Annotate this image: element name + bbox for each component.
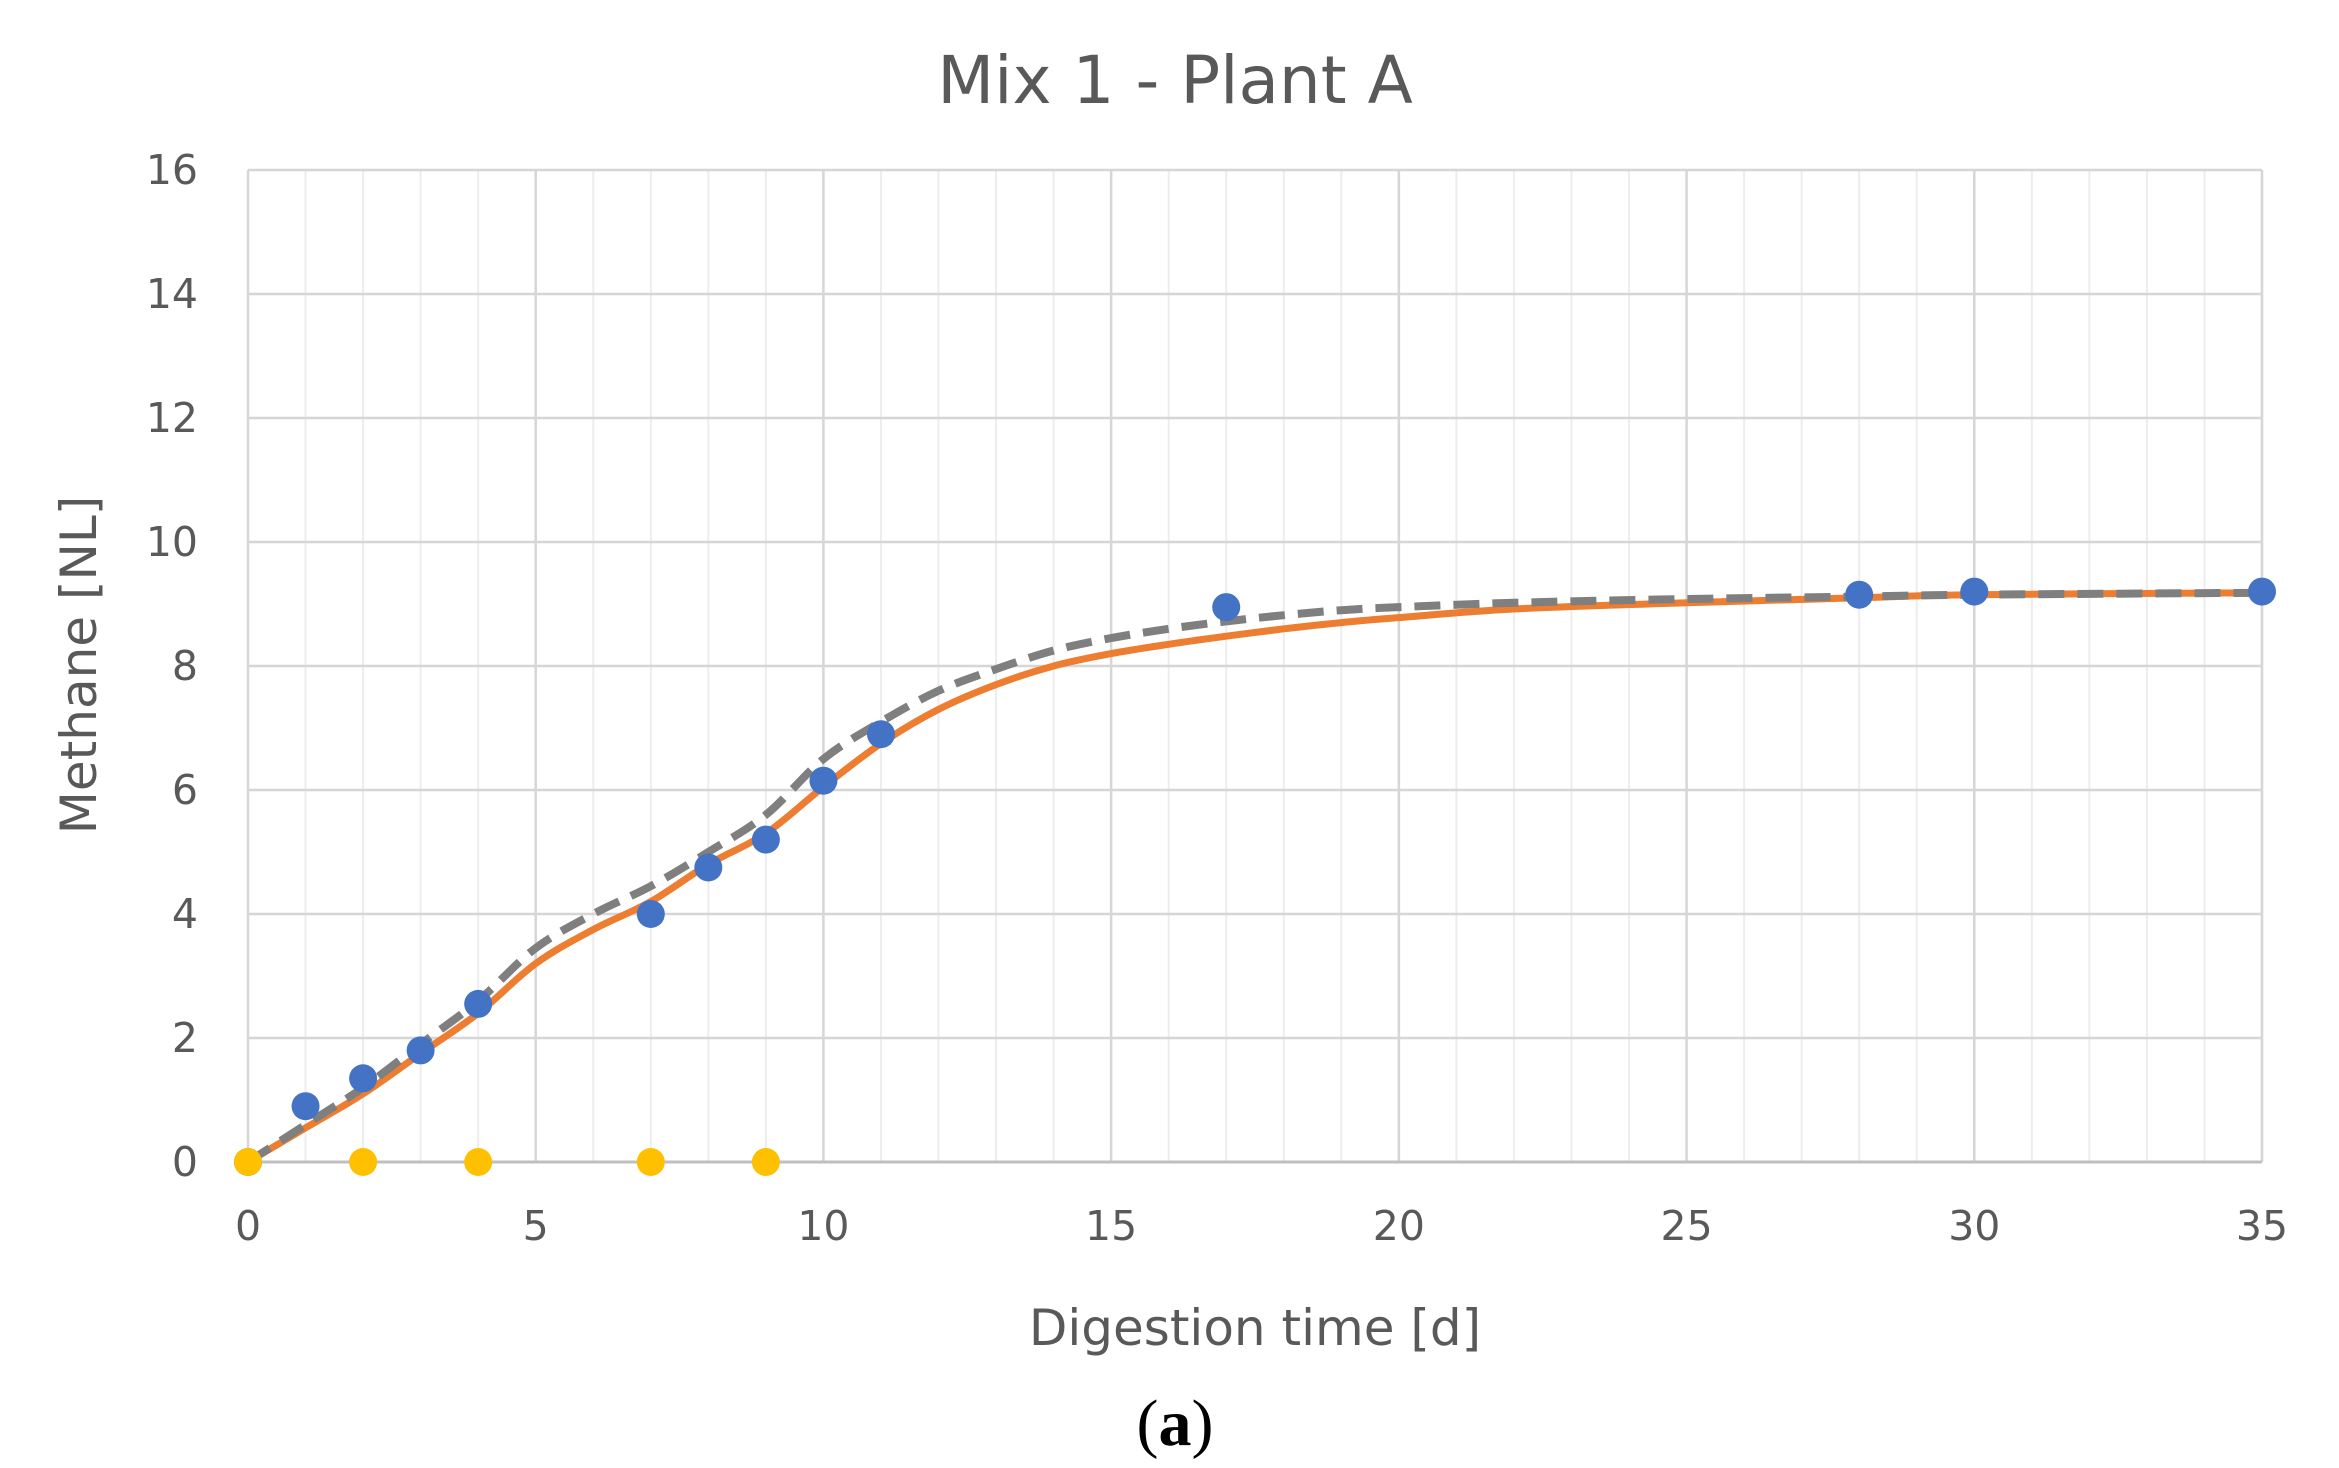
y-tick-label: 12 (146, 394, 198, 442)
series-point-measured (2248, 577, 2276, 606)
panel-label-open: ( (1137, 1387, 1159, 1460)
panel-label-close: ) (1192, 1387, 1214, 1460)
y-axis-title: Methane [NL] (50, 496, 108, 834)
series-point-measured (406, 1036, 435, 1065)
y-tick-label: 4 (172, 890, 198, 938)
series-point-measured (1212, 593, 1241, 622)
series-line-solid (246, 589, 2263, 1166)
y-tick-label: 6 (172, 766, 198, 814)
y-tick-label: 10 (146, 518, 198, 566)
series-point-measured (751, 825, 780, 854)
x-tick-label: 10 (797, 1202, 849, 1250)
series-point-zero (464, 1148, 493, 1176)
y-tick-label: 2 (172, 1014, 198, 1062)
x-tick-label: 15 (1085, 1202, 1137, 1250)
y-tick-label: 16 (146, 146, 198, 194)
series-point-measured (636, 900, 665, 928)
marker-layer (234, 577, 2276, 1176)
grid-layer (246, 168, 2264, 1164)
series-point-measured (694, 853, 723, 882)
label-layer: 0 5 10 15 20 25 30 35 0 2 4 6 8 10 12 14 16 (146, 146, 2288, 1250)
chart-title: Mix 1 - Plant A (937, 42, 1413, 119)
series-point-measured (866, 720, 895, 749)
x-tick-label: 30 (1948, 1202, 2000, 1250)
y-tick-label: 0 (172, 1138, 198, 1186)
panel-label: (a) (1137, 1387, 1214, 1460)
line-layer (245, 588, 2263, 1166)
y-tick-label: 8 (172, 642, 198, 690)
series-point-measured (291, 1092, 320, 1121)
x-tick-label: 35 (2236, 1202, 2288, 1250)
x-tick-label: 25 (1660, 1202, 1712, 1250)
series-line-dashed (245, 588, 2263, 1166)
series-point-zero (234, 1148, 262, 1176)
series-point-zero (751, 1148, 780, 1176)
x-tick-label: 20 (1373, 1202, 1425, 1250)
x-tick-label: 0 (235, 1202, 261, 1250)
panel-label-letter: a (1159, 1387, 1192, 1460)
series-point-zero (349, 1148, 378, 1176)
series-point-measured (1960, 577, 1989, 606)
series-point-measured (809, 766, 838, 795)
x-axis-title: Digestion time [d] (1029, 1299, 1481, 1357)
series-point-measured (349, 1064, 378, 1093)
series-point-zero (636, 1148, 665, 1176)
series-point-measured (1845, 580, 1874, 609)
x-tick-label: 5 (523, 1202, 549, 1250)
y-tick-label: 14 (146, 270, 198, 318)
series-point-measured (464, 989, 493, 1018)
